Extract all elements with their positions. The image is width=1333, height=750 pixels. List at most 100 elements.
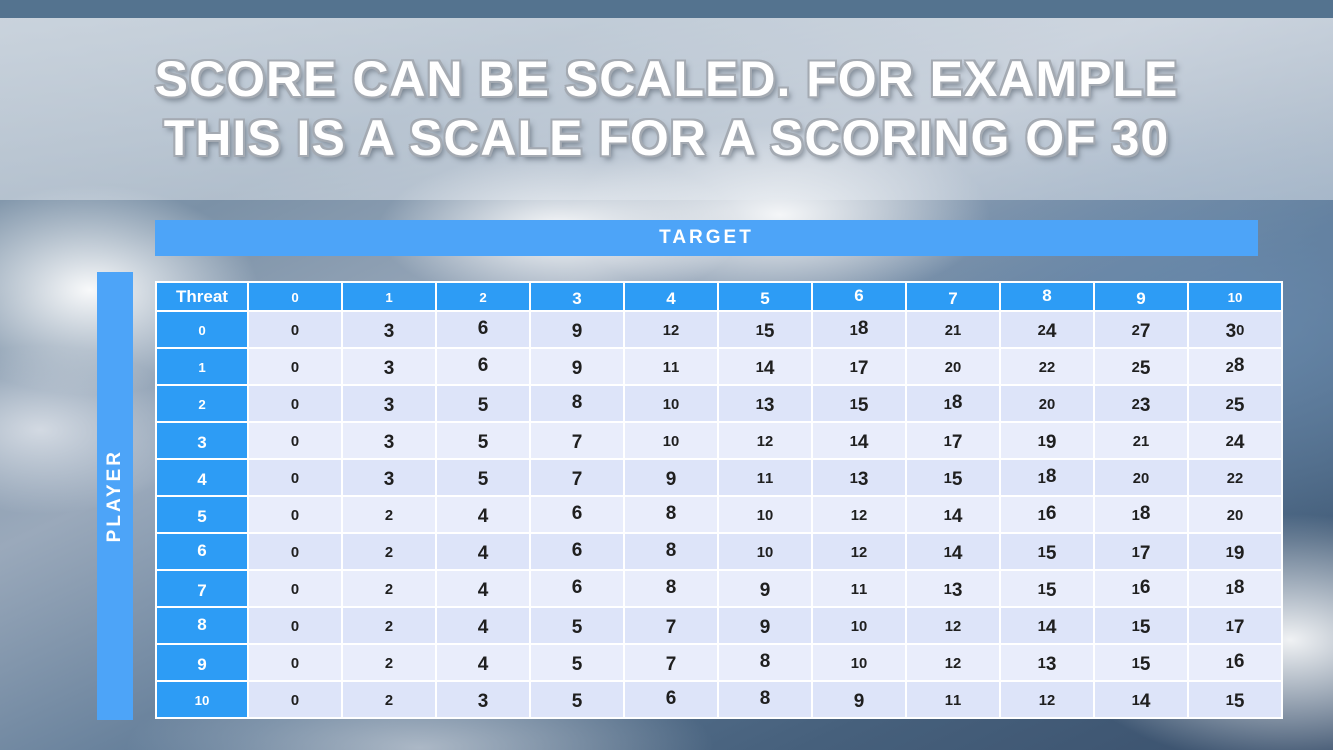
digit: 2 bbox=[1131, 359, 1140, 376]
digit: 1 bbox=[194, 692, 202, 708]
table-row: 8 0 2 4 5 7 9 10 12 14 15 17 bbox=[155, 606, 1283, 645]
digit: 1 bbox=[850, 655, 859, 672]
score-cell: 7 bbox=[623, 643, 719, 682]
digit: 0 bbox=[671, 396, 680, 413]
digit: 0 bbox=[859, 618, 868, 635]
digit: 2 bbox=[198, 396, 206, 412]
digit: 3 bbox=[1045, 654, 1057, 676]
digit: 9 bbox=[197, 654, 207, 674]
digit: 4 bbox=[477, 654, 489, 676]
score-cell: 15 bbox=[1093, 606, 1189, 645]
score-cell: 9 bbox=[529, 347, 625, 386]
digit: 1 bbox=[198, 359, 206, 375]
score-cell: 5 bbox=[529, 680, 625, 719]
row-header-cell: 4 bbox=[155, 458, 249, 497]
digit: 1 bbox=[1037, 507, 1046, 524]
digit: 2 bbox=[1226, 470, 1235, 487]
score-cell: 17 bbox=[811, 347, 907, 386]
digit: 4 bbox=[951, 543, 963, 565]
table-row: 9 0 2 4 5 7 8 10 12 13 15 16 bbox=[155, 643, 1283, 682]
table-row: 6 0 2 4 6 8 10 12 14 15 17 19 bbox=[155, 532, 1283, 571]
digit: 2 bbox=[1037, 322, 1046, 339]
digit: 6 bbox=[571, 539, 583, 561]
digit: 2 bbox=[765, 433, 774, 450]
table-row: 4 0 3 5 7 9 11 13 15 18 20 22 bbox=[155, 458, 1283, 497]
score-cell: 5 bbox=[435, 421, 531, 460]
digit: 5 bbox=[571, 617, 583, 639]
digit: 1 bbox=[850, 581, 859, 598]
score-cell: 2 bbox=[341, 495, 437, 534]
digit: 1 bbox=[943, 396, 952, 413]
digit: 5 bbox=[1233, 691, 1245, 713]
column-header-cell: 8 bbox=[999, 281, 1095, 312]
digit: 7 bbox=[665, 617, 677, 639]
table-row: 2 0 3 5 8 10 13 15 18 20 23 25 bbox=[155, 384, 1283, 423]
score-cell: 3 bbox=[341, 310, 437, 349]
score-cell: 18 bbox=[905, 384, 1001, 423]
digit: 5 bbox=[477, 395, 489, 417]
row-header-cell: 2 bbox=[155, 384, 249, 423]
score-cell: 24 bbox=[999, 310, 1095, 349]
score-cell: 20 bbox=[999, 384, 1095, 423]
digit: 5 bbox=[571, 691, 583, 713]
score-cell: 3 bbox=[435, 680, 531, 719]
digit: 6 bbox=[571, 576, 583, 598]
digit: 1 bbox=[662, 396, 671, 413]
digit: 8 bbox=[1139, 502, 1151, 524]
digit: 9 bbox=[853, 691, 865, 713]
score-cell: 30 bbox=[1187, 310, 1283, 349]
digit: 1 bbox=[850, 544, 859, 561]
digit: 2 bbox=[1132, 470, 1141, 487]
digit: 1 bbox=[662, 359, 671, 376]
digit: 2 bbox=[479, 289, 487, 305]
digit: 2 bbox=[671, 322, 680, 339]
score-cell: 8 bbox=[529, 384, 625, 423]
score-cell: 0 bbox=[247, 310, 343, 349]
score-cell: 13 bbox=[717, 384, 813, 423]
digit: 8 bbox=[1045, 465, 1057, 487]
score-cell: 12 bbox=[905, 643, 1001, 682]
row-header-cell: 0 bbox=[155, 310, 249, 349]
score-cell: 13 bbox=[999, 643, 1095, 682]
digit: 7 bbox=[951, 432, 963, 454]
digit: 2 bbox=[1047, 692, 1056, 709]
score-cell: 6 bbox=[529, 532, 625, 571]
digit: 0 bbox=[202, 692, 210, 708]
digit: 6 bbox=[571, 502, 583, 524]
digit: 6 bbox=[477, 317, 489, 339]
digit: 1 bbox=[1227, 289, 1235, 305]
digit: 2 bbox=[1225, 433, 1234, 450]
digit: 1 bbox=[1037, 544, 1046, 561]
digit: 6 bbox=[665, 687, 677, 709]
digit: 4 bbox=[857, 432, 869, 454]
digit: 9 bbox=[759, 580, 771, 602]
score-cell: 16 bbox=[1093, 569, 1189, 608]
row-header-cell: 10 bbox=[155, 680, 249, 719]
digit: 1 bbox=[1141, 433, 1150, 450]
row-header-cell: 6 bbox=[155, 532, 249, 571]
digit: 0 bbox=[859, 655, 868, 672]
digit: 0 bbox=[1235, 507, 1244, 524]
digit: 1 bbox=[1038, 692, 1047, 709]
digit: 3 bbox=[197, 432, 207, 452]
score-cell: 15 bbox=[999, 569, 1095, 608]
digit: 1 bbox=[1225, 581, 1234, 598]
digit: 0 bbox=[198, 322, 206, 338]
digit: 2 bbox=[859, 544, 868, 561]
row-header-cell: 1 bbox=[155, 347, 249, 386]
digit: 6 bbox=[1139, 576, 1151, 598]
score-cell: 4 bbox=[435, 569, 531, 608]
score-cell: 4 bbox=[435, 495, 531, 534]
digit: 6 bbox=[1233, 650, 1245, 672]
score-cell: 20 bbox=[1187, 495, 1283, 534]
digit: 1 bbox=[1225, 618, 1234, 635]
digit: 7 bbox=[571, 469, 583, 491]
digit: 1 bbox=[1225, 655, 1234, 672]
digit: 2 bbox=[384, 655, 394, 672]
digit: 3 bbox=[1225, 321, 1237, 343]
score-cell: 3 bbox=[341, 458, 437, 497]
digit: 2 bbox=[944, 322, 953, 339]
digit: 4 bbox=[1233, 432, 1245, 454]
score-cell: 7 bbox=[529, 458, 625, 497]
score-cell: 10 bbox=[811, 643, 907, 682]
